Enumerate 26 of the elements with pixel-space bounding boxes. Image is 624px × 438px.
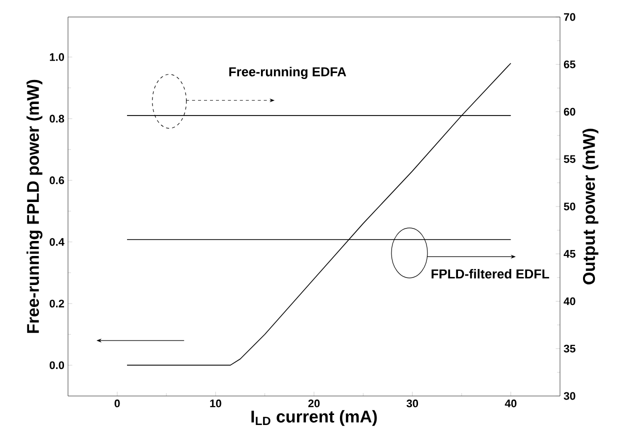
text: FPLD-filtered EDFL [432,269,550,279]
y2-axis-title: Output power (mW) [582,128,598,284]
y-tick-label: 1.0 [50,53,64,61]
y2-tick-label: 70 [564,13,576,21]
y-tick-label: 0.6 [50,176,64,184]
y-axis-title: Free-running FPLD power (mW) [26,80,42,333]
y2-tick-label: 65 [564,60,576,68]
x-tick-label: 0 [114,400,120,408]
text: Free-running EDFA [229,66,346,79]
y-tick-label: 0.4 [50,238,64,246]
x-tick-label: 20 [308,400,320,408]
x-tick-label: 40 [504,400,516,408]
y2-tick-label: 55 [564,155,576,163]
y2-tick-label: 50 [564,202,576,210]
x-axis-title: I$_{LD}$ current (mA) [251,410,377,426]
line-series [126,62,512,366]
y-tick-label: 0.2 [50,300,64,308]
y2-tick-label: 35 [564,344,576,353]
y2-tick-label: 40 [564,297,576,306]
y2-tick-label: 30 [564,392,576,400]
y2-tick-label: 60 [564,108,576,116]
x-tick-label: 30 [406,400,418,408]
y-tick-label: 0.0 [50,361,64,370]
y2-tick-label: 45 [564,250,576,258]
x-tick-label: 10 [210,400,222,408]
y-tick-label: 0.8 [50,114,64,123]
